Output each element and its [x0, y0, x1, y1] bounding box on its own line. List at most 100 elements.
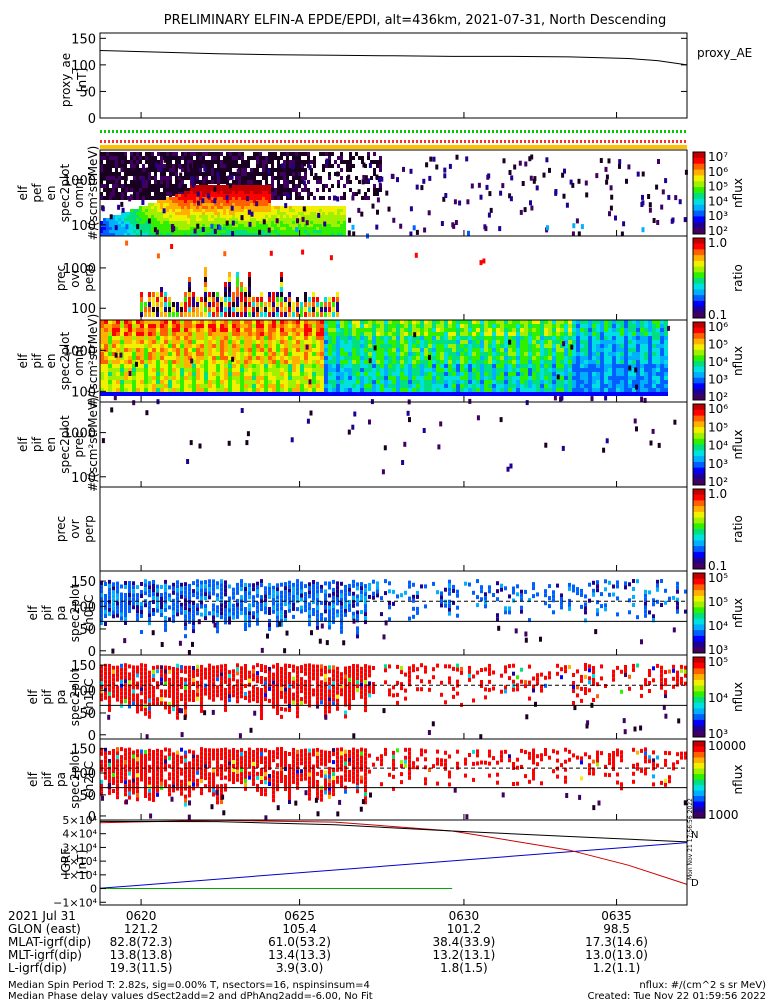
pef-omni-cell — [229, 221, 232, 224]
pif-omni-cell — [264, 356, 268, 360]
pef-omni-cell — [196, 218, 199, 221]
status-dot-green — [320, 130, 322, 133]
pif-omni-cell — [528, 340, 532, 344]
pif-omni-cell — [524, 384, 528, 388]
pef-omni-sparse — [250, 211, 254, 217]
pif-omni-cell — [436, 364, 440, 368]
pef-omni-cell — [187, 215, 190, 218]
pef-omni-cell — [223, 200, 226, 203]
pif-omni-cell — [508, 388, 512, 392]
pef-omni-cell — [370, 160, 373, 164]
pif-omni-cell — [536, 352, 540, 356]
pef-omni-cell — [283, 180, 286, 184]
pef-omni-cell — [115, 168, 118, 172]
pif-omni-cell — [304, 388, 308, 392]
pif-omni-cell — [380, 348, 384, 352]
pef-omni-cell — [292, 152, 295, 156]
pif-omni-cell — [264, 324, 268, 328]
pif-omni-cell — [504, 368, 508, 372]
status-dot-red — [584, 140, 586, 143]
pif-omni-cell — [220, 324, 224, 328]
pef-omni-cell — [169, 221, 172, 224]
pif-omni-cell — [160, 340, 164, 344]
pif-omni-cell — [364, 384, 368, 388]
pif-omni-cell — [496, 384, 500, 388]
pef-omni-cell — [283, 230, 286, 233]
pef-omni-cell — [280, 233, 283, 236]
pef-omni-cell — [175, 152, 178, 156]
pef-omni-cell — [106, 230, 109, 233]
pif-omni-cell — [516, 324, 520, 328]
pef-omni-cell — [331, 218, 334, 221]
pif-omni-cell — [264, 376, 268, 380]
pef-omni-cell — [190, 209, 193, 212]
pif-omni-cell — [196, 348, 200, 352]
pef-omni-cell — [124, 184, 127, 188]
pef-omni-cell — [193, 206, 196, 209]
pef-omni-cell — [253, 180, 256, 184]
pef-ratio-cell — [252, 307, 255, 312]
pif-omni-cell — [376, 364, 380, 368]
pef-omni-cell — [202, 209, 205, 212]
pif-omni-cell — [456, 356, 460, 360]
pif-omni-cell — [344, 352, 348, 356]
pef-omni-cell — [244, 215, 247, 218]
pif-omni-cell — [220, 388, 224, 392]
pif-omni-cell — [468, 328, 472, 332]
pif-omni-cell — [376, 368, 380, 372]
pef-omni-cell — [205, 191, 208, 194]
status-dot-red — [204, 140, 206, 143]
pif-omni-cell — [384, 344, 388, 348]
pif-omni-cell — [220, 380, 224, 384]
pif-omni-cell — [180, 352, 184, 356]
pef-omni-cell — [166, 192, 169, 196]
pef-omni-cell — [280, 212, 283, 215]
pef-omni-cell — [280, 196, 283, 200]
pef-omni-cell — [187, 164, 190, 168]
pef-omni-cell — [181, 227, 184, 230]
pif-omni-cell — [144, 340, 148, 344]
pif-omni-cell — [376, 320, 380, 324]
status-dot-green — [544, 130, 546, 133]
pef-omni-cell — [316, 176, 319, 180]
status-dot-red — [608, 140, 610, 143]
pif-omni-cell — [216, 320, 220, 324]
status-dot-red — [556, 140, 558, 143]
pif-omni-cell — [516, 376, 520, 380]
pef-ratio-cell — [212, 302, 215, 307]
pif-omni-cell — [436, 328, 440, 332]
status-dot-green — [260, 130, 262, 133]
pif-omni-cell — [196, 328, 200, 332]
pef-ratio-cell — [248, 302, 251, 307]
pif-omni-cell — [436, 356, 440, 360]
pef-omni-cell — [244, 168, 247, 172]
pef-omni-cell — [166, 188, 169, 192]
pef-omni-sparse — [458, 200, 462, 206]
pif-omni-lowband — [356, 392, 360, 396]
pif-omni-cell — [276, 380, 280, 384]
pif-omni-cell — [240, 384, 244, 388]
pef-omni-cell — [223, 197, 226, 200]
pif-omni-lowband — [200, 392, 204, 396]
pef-omni-cell — [235, 172, 238, 176]
pif-omni-cell — [452, 336, 456, 340]
pef-omni-cell — [136, 168, 139, 172]
pef-omni-cell — [244, 206, 247, 209]
pif-omni-cell — [252, 324, 256, 328]
pif-omni-cell — [112, 332, 116, 336]
pif-omni-cell — [516, 328, 520, 332]
pif-omni-cell — [396, 380, 400, 384]
pef-omni-cell — [157, 203, 160, 206]
pef-ratio-cell — [192, 297, 195, 302]
pef-omni-cell — [355, 192, 358, 196]
pif-omni-cell — [492, 364, 496, 368]
pef-omni-cell — [328, 209, 331, 212]
pef-omni-cell — [226, 230, 229, 233]
pif-omni-cell — [404, 352, 408, 356]
pef-omni-cell — [115, 192, 118, 196]
pif-omni-cell — [376, 356, 380, 360]
pif-omni-cell — [172, 352, 176, 356]
pif-omni-cell — [256, 332, 260, 336]
pef-omni-cell — [145, 230, 148, 233]
pif-omni-cell — [416, 344, 420, 348]
